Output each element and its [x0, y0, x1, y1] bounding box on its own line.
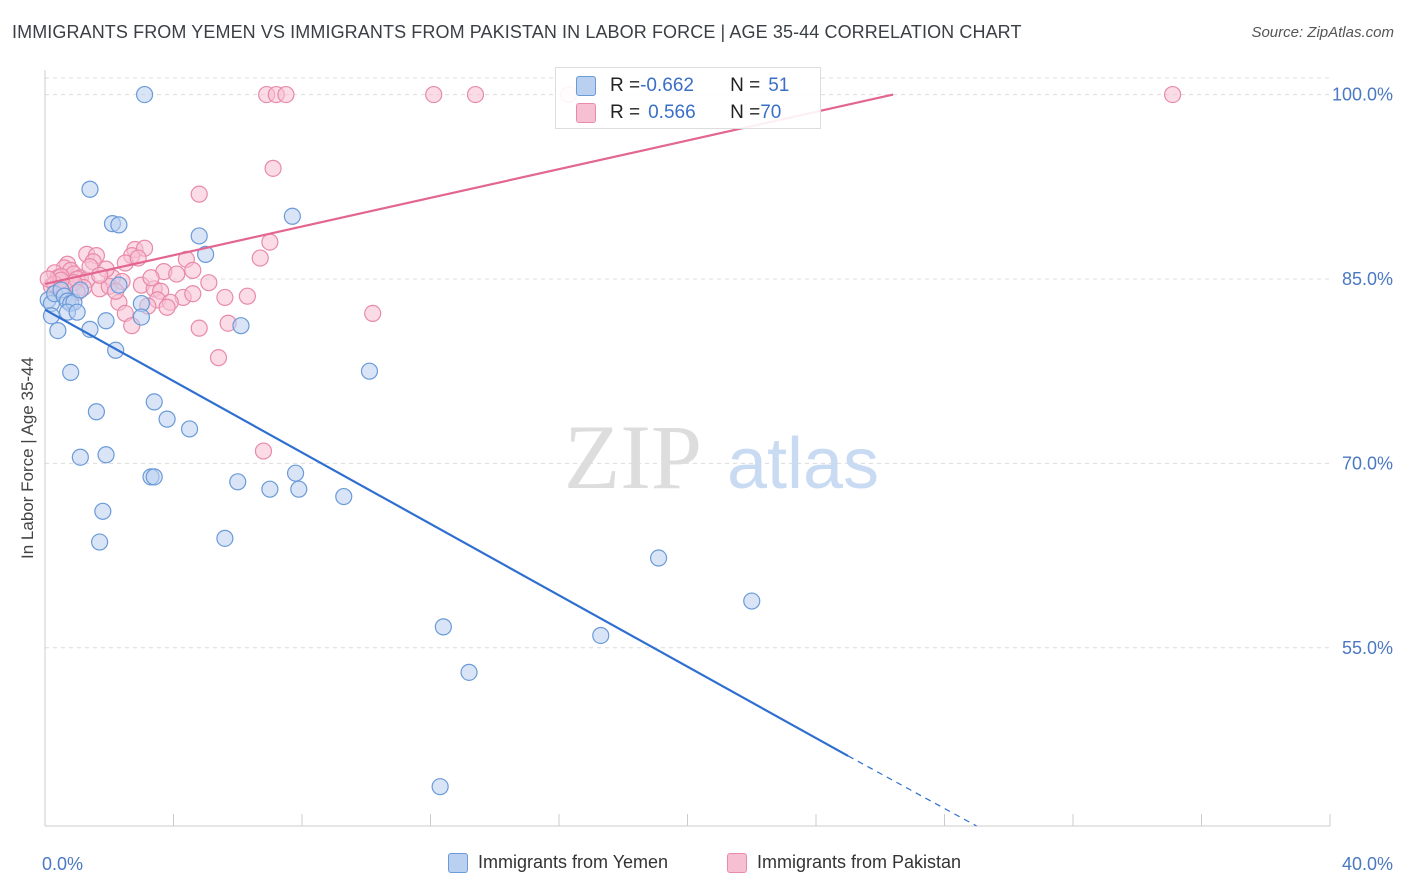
y-tick-label: 55.0%: [1342, 638, 1393, 658]
stats-n-label-pakistan: N =: [730, 102, 761, 123]
yemen-point: [71, 448, 89, 466]
legend-item-pakistan[interactable]: Immigrants from Pakistan: [727, 852, 961, 873]
chart-title: IMMIGRANTS FROM YEMEN VS IMMIGRANTS FROM…: [12, 22, 1022, 42]
stats-r-label-pakistan: R =: [610, 102, 641, 123]
yemen-point: [232, 317, 250, 335]
pakistan-point: [158, 298, 176, 316]
yemen-point: [145, 393, 163, 411]
legend-swatch-pakistan: [727, 852, 747, 873]
watermark-atlas: atlas: [727, 424, 879, 504]
yemen-point: [743, 592, 761, 610]
yemen-point: [94, 502, 112, 520]
pakistan-point: [251, 249, 269, 267]
pakistan-point: [264, 159, 282, 177]
pakistan-point: [39, 270, 57, 288]
yemen-point: [158, 410, 176, 428]
yemen-point: [283, 207, 301, 225]
yemen-point: [290, 480, 308, 498]
pakistan-point: [142, 269, 160, 287]
yemen-point: [49, 322, 67, 340]
pakistan-point: [254, 442, 273, 460]
yemen-point: [91, 533, 109, 551]
yemen-point: [360, 362, 379, 380]
yemen-point: [110, 216, 128, 234]
y-tick-label: 70.0%: [1342, 453, 1393, 473]
stats-n-value-yemen: 51: [768, 75, 790, 96]
y-tick-labels: 100.0% 85.0% 70.0% 55.0%: [1332, 85, 1393, 658]
pakistan-point: [200, 274, 218, 292]
legend-label-pakistan: Immigrants from Pakistan: [757, 852, 962, 872]
yemen-point: [460, 663, 478, 681]
axes: [44, 70, 1331, 827]
pakistan-point: [190, 185, 208, 203]
pakistan-point: [216, 288, 234, 307]
pakistan-point: [261, 233, 279, 251]
yemen-point: [190, 227, 208, 245]
yemen-point: [431, 778, 449, 796]
yemen-point: [145, 468, 163, 486]
yemen-point: [62, 363, 80, 381]
pakistan-point: [425, 85, 443, 104]
y-tick-label: 85.0%: [1342, 269, 1393, 289]
grid-lines: [45, 77, 1330, 649]
stats-swatch-yemen: [576, 76, 596, 96]
pakistan-point: [238, 287, 256, 305]
pakistan-point: [168, 265, 186, 283]
watermark-zip: ZIP: [564, 406, 702, 508]
yemen-point: [649, 549, 668, 567]
yemen-point: [261, 480, 279, 498]
pakistan-point: [184, 261, 202, 279]
legend-item-yemen[interactable]: Immigrants from Yemen: [448, 852, 668, 873]
pakistan-point: [1163, 85, 1182, 104]
yemen-point: [97, 312, 115, 330]
yemen-point: [87, 403, 106, 421]
chart-source: Source: ZipAtlas.com: [1251, 24, 1394, 41]
stats-r-value-pakistan: 0.566: [648, 102, 696, 123]
pakistan-point: [364, 304, 382, 322]
x-tick-labels: 0.0% 40.0%: [42, 854, 1393, 874]
yemen-point: [216, 529, 234, 547]
series-yemen-points: [39, 85, 761, 796]
legend-label-yemen: Immigrants from Yemen: [478, 852, 669, 872]
watermark: ZIP atlas: [564, 406, 879, 508]
stats-n-label-yemen: N =: [730, 75, 761, 96]
x-tick-label: 0.0%: [42, 854, 83, 874]
y-axis-label: In Labor Force | Age 35-44: [18, 357, 37, 559]
stats-swatch-pakistan: [576, 103, 596, 123]
y-tick-label: 100.0%: [1332, 85, 1393, 105]
yemen-point: [71, 281, 89, 299]
legend-swatch-yemen: [448, 852, 468, 873]
yemen-point: [286, 464, 305, 482]
yemen-point: [135, 85, 154, 104]
trend-line-yemen: [44, 308, 849, 757]
stats-r-value-yemen: -0.662: [640, 75, 694, 96]
stats-row-yemen: R = -0.662 N = 51: [576, 72, 789, 100]
yemen-point: [132, 308, 150, 326]
yemen-point: [335, 487, 353, 506]
yemen-point: [81, 180, 99, 198]
stats-legend: R = -0.662 N = 51 R = 0.566 N = 70: [555, 67, 821, 129]
pakistan-point: [209, 349, 228, 367]
pakistan-point: [190, 319, 208, 337]
yemen-point: [97, 446, 115, 464]
pakistan-point: [184, 285, 202, 303]
yemen-point: [180, 420, 199, 438]
x-tick-label: 40.0%: [1342, 854, 1393, 874]
yemen-point: [229, 473, 247, 491]
yemen-point: [197, 245, 215, 263]
yemen-point: [110, 276, 128, 294]
yemen-point: [68, 303, 86, 321]
yemen-point: [592, 626, 610, 645]
yemen-point: [434, 618, 452, 636]
pakistan-point: [277, 85, 295, 104]
pakistan-point: [466, 85, 485, 104]
stats-r-label-yemen: R =: [610, 75, 641, 96]
trend-line-yemen-extension: [847, 755, 977, 827]
stats-n-value-pakistan: 70: [760, 102, 782, 123]
stats-row-pakistan: R = 0.566 N = 70: [576, 99, 781, 127]
